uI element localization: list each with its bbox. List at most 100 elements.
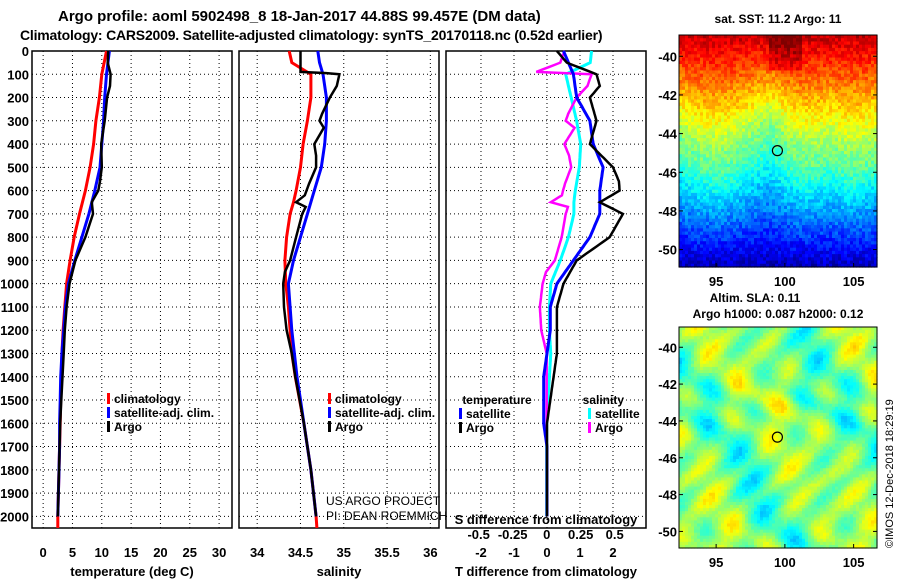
map-cell	[829, 263, 833, 268]
map-cell	[865, 64, 869, 68]
map-cell	[712, 64, 716, 68]
map-cell	[865, 176, 869, 181]
map-cell	[697, 122, 701, 126]
map-cell	[682, 186, 686, 191]
map-cell	[724, 238, 728, 242]
map-cell	[766, 38, 770, 43]
map-cell	[730, 221, 734, 226]
map-cell	[679, 385, 683, 389]
map-cell	[748, 176, 752, 181]
map-cell	[853, 151, 857, 155]
map-cell	[835, 60, 839, 65]
map-cell	[712, 257, 716, 262]
map-cell	[685, 138, 689, 142]
map-cell	[775, 250, 779, 255]
map-cell	[760, 76, 764, 81]
map-cell	[745, 125, 749, 130]
map-cell	[751, 73, 755, 78]
map-cell	[790, 131, 794, 136]
map-cell	[715, 218, 719, 223]
map-cell	[871, 218, 875, 223]
map-cell	[769, 157, 773, 162]
map-cell	[850, 76, 854, 81]
map-cell	[871, 189, 875, 194]
sst-map-frame	[678, 34, 878, 268]
map-cell	[745, 151, 749, 155]
map-cell	[793, 147, 797, 152]
figure-title-line1: Argo profile: aoml 5902498_8 18-Jan-2017…	[58, 8, 541, 25]
map-cell	[835, 189, 839, 194]
map-cell	[775, 83, 779, 88]
map-cell	[703, 86, 707, 91]
map-cell	[868, 186, 872, 191]
map-cell	[820, 160, 824, 165]
map-cell	[856, 183, 860, 188]
map-cell	[859, 144, 863, 149]
map-cell	[745, 41, 749, 46]
map-cell	[862, 212, 866, 217]
map-cell	[712, 215, 716, 220]
map-cell	[748, 99, 752, 104]
map-cell	[694, 228, 698, 233]
map-cell	[805, 54, 809, 59]
map-cell	[679, 357, 683, 362]
map-cell	[793, 221, 797, 226]
map-cell	[787, 173, 791, 178]
map-cell	[826, 141, 830, 146]
map-cell	[679, 192, 683, 197]
map-cell	[748, 180, 752, 184]
map-cell	[715, 170, 719, 175]
map-cell	[712, 234, 716, 239]
map-cell	[712, 183, 716, 188]
map-cell	[718, 218, 722, 223]
map-cell	[685, 241, 689, 246]
map-cell	[775, 228, 779, 233]
map-cell	[706, 151, 710, 155]
map-cell	[745, 93, 749, 97]
map-cell	[802, 38, 806, 43]
map-cell	[760, 144, 764, 149]
map-cell	[715, 144, 719, 149]
map-cell	[856, 51, 860, 55]
map-cell	[775, 189, 779, 194]
map-cell	[856, 41, 860, 46]
map-cell	[700, 167, 704, 171]
map-cell	[844, 160, 848, 165]
map-cell	[721, 54, 725, 59]
map-cell	[697, 80, 701, 84]
map-cell	[754, 167, 758, 171]
map-cell	[718, 128, 722, 133]
map-cell	[787, 80, 791, 84]
map-cell	[748, 234, 752, 239]
map-cell	[874, 57, 878, 62]
map-cell	[733, 244, 737, 249]
map-cell	[685, 73, 689, 78]
map-cell	[802, 138, 806, 142]
map-cell	[697, 109, 701, 113]
map-cell	[691, 151, 695, 155]
map-cell	[736, 147, 740, 152]
map-cell	[772, 99, 776, 104]
legend-swatch	[328, 421, 331, 432]
map-cell	[748, 192, 752, 197]
map-cell	[868, 109, 872, 113]
map-cell	[874, 151, 878, 155]
map-cell	[742, 263, 746, 268]
map-cell	[844, 80, 848, 84]
map-cell	[808, 54, 812, 59]
map-cell	[865, 80, 869, 84]
map-cell	[838, 228, 842, 233]
map-cell	[871, 38, 875, 43]
map-cell	[856, 196, 860, 200]
map-cell	[724, 154, 728, 159]
map-cell	[874, 86, 878, 91]
map-cell	[823, 138, 827, 142]
map-cell	[685, 260, 689, 265]
map-cell	[850, 176, 854, 181]
map-cell	[787, 122, 791, 126]
map-cell	[697, 54, 701, 59]
map-cell	[856, 93, 860, 97]
map-cell	[838, 157, 842, 162]
map-cell	[847, 218, 851, 223]
map-cell	[862, 138, 866, 142]
